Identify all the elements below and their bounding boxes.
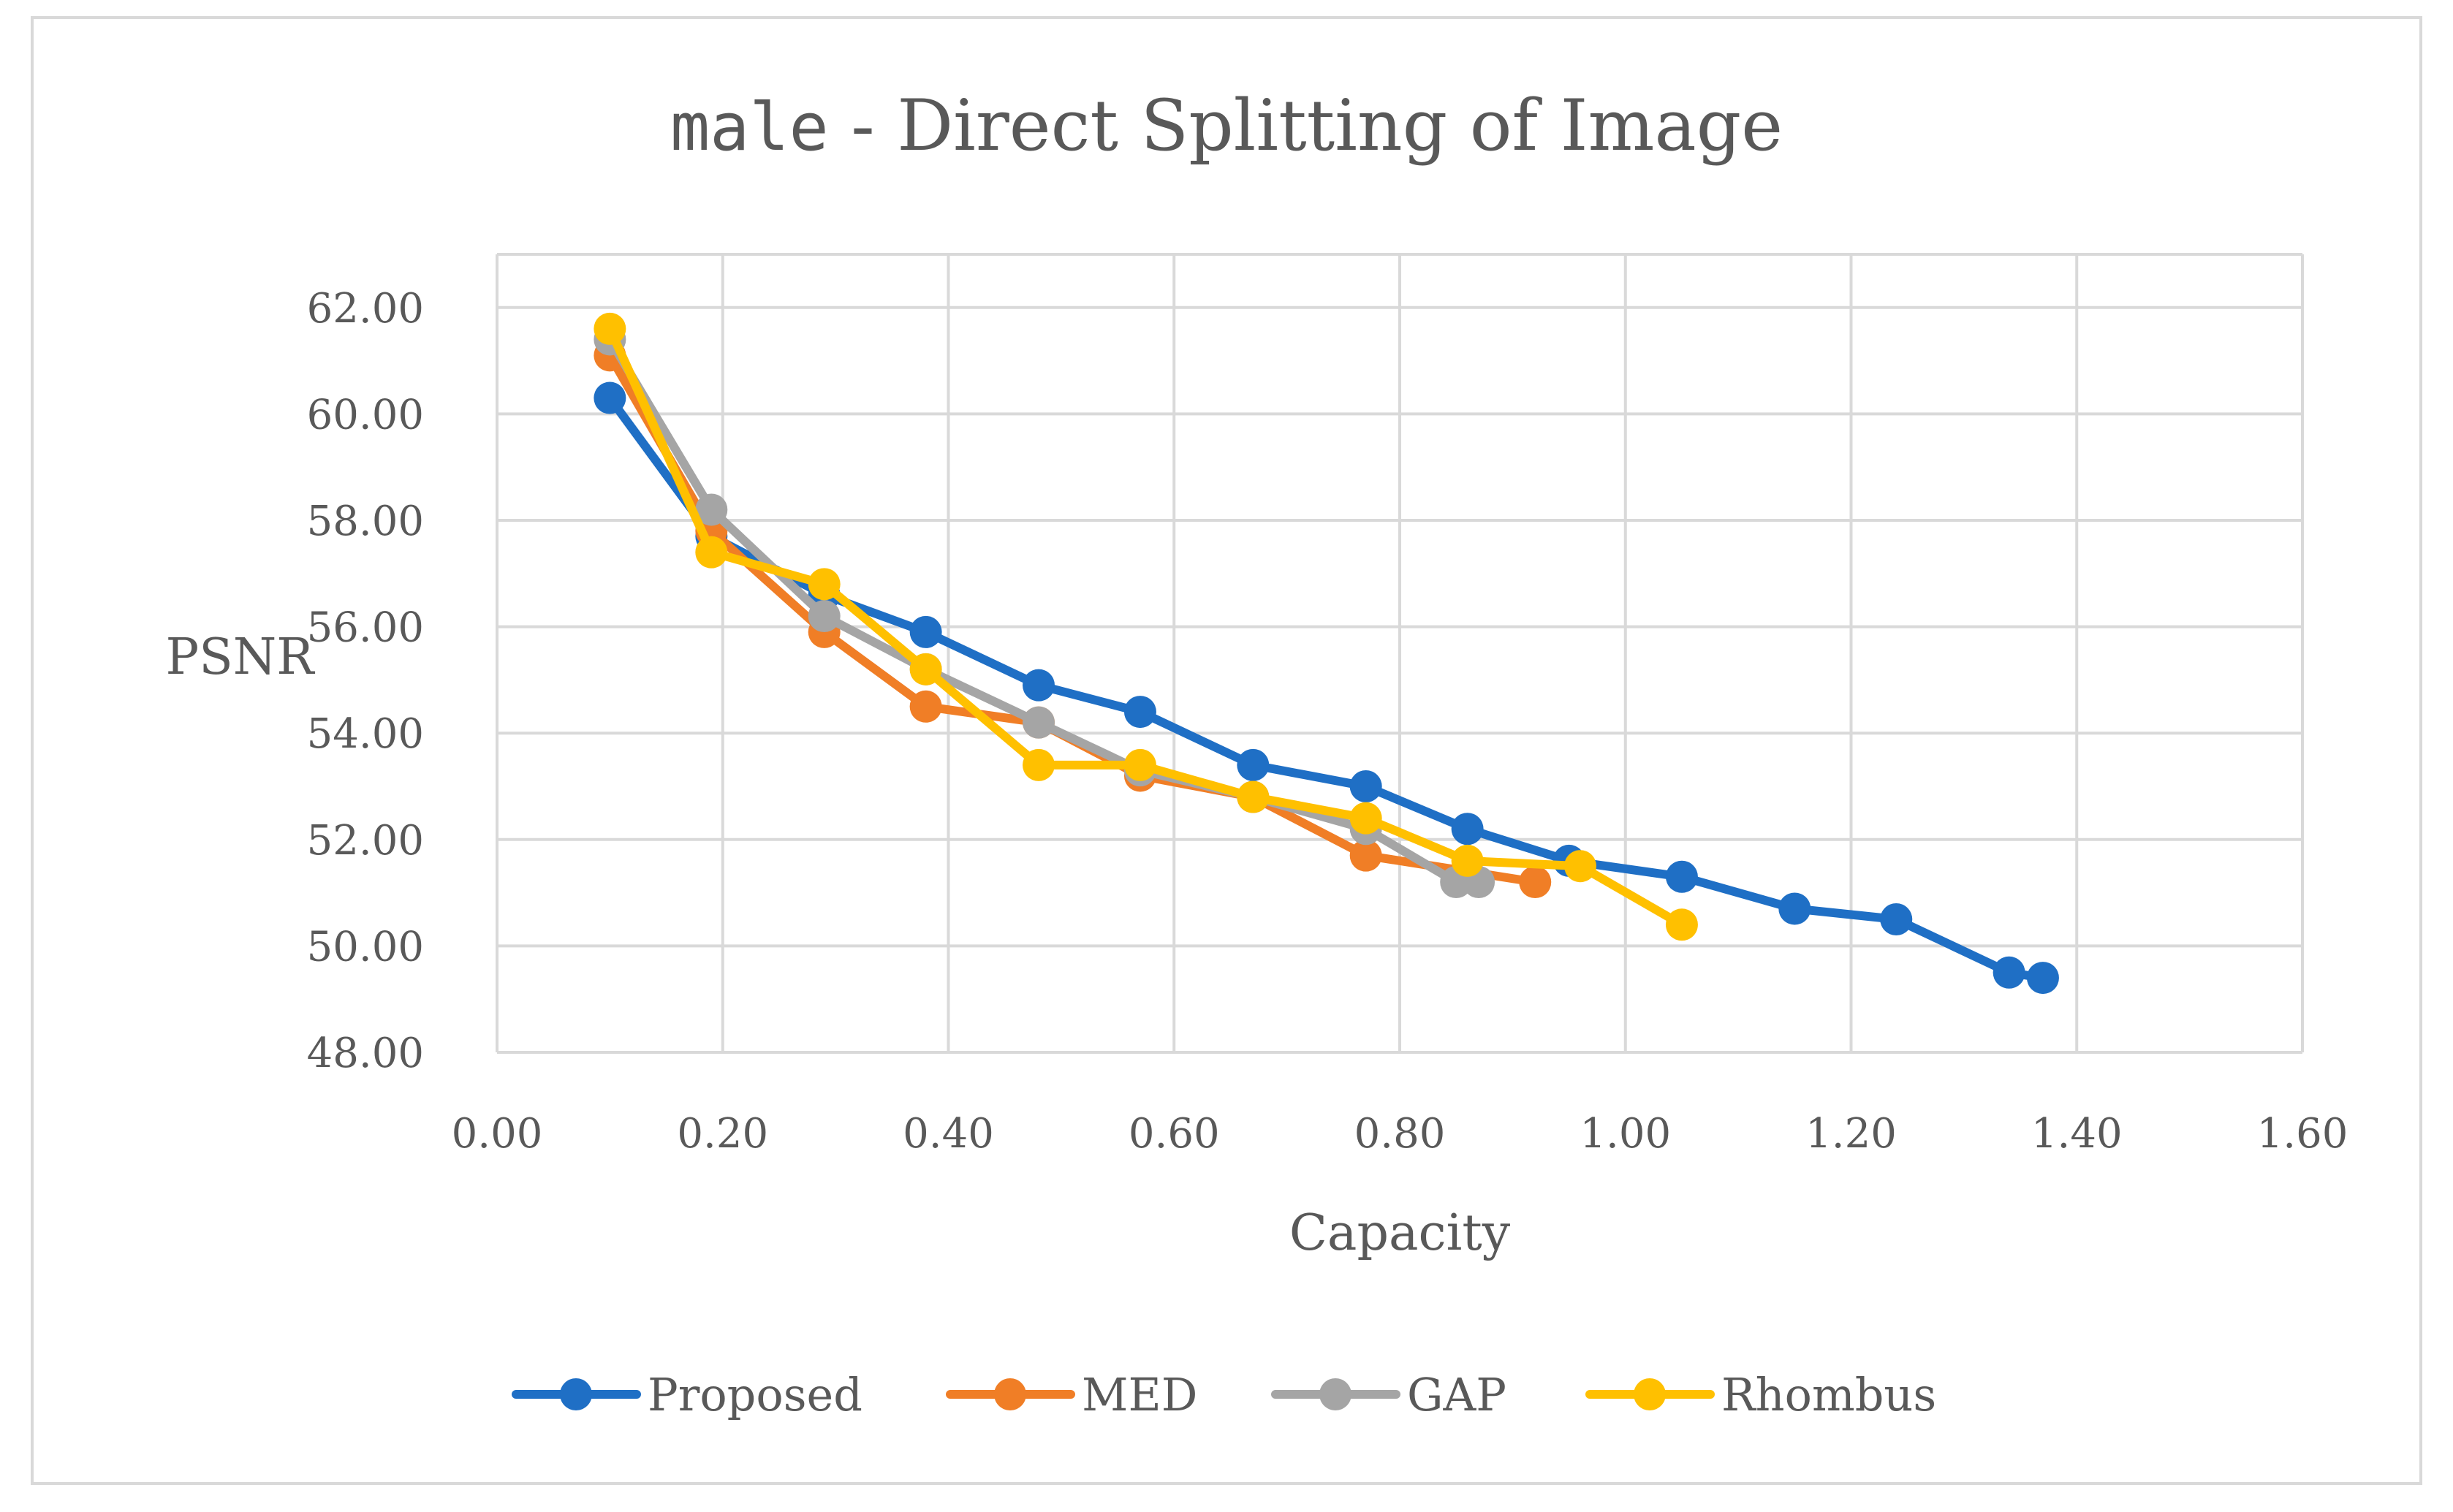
legend-item-rhombus: Rhombus xyxy=(1585,1368,1936,1421)
series-rhombus xyxy=(594,312,1698,941)
y-tick-label: 58.00 xyxy=(307,498,424,545)
y-tick-label: 54.00 xyxy=(307,710,424,758)
y-tick-label: 60.00 xyxy=(307,391,424,438)
legend-item-med: MED xyxy=(946,1368,1197,1421)
legend-item-gap: GAP xyxy=(1271,1368,1506,1421)
y-tick-label: 56.00 xyxy=(307,604,424,652)
axes xyxy=(496,254,2302,1054)
data-point-rhombus xyxy=(1564,850,1596,883)
x-tick-label: 0.20 xyxy=(677,1110,768,1158)
series-line-proposed xyxy=(605,393,2047,983)
data-point-gap xyxy=(1023,706,1055,739)
chart-title: male - Direct Splitting of Image xyxy=(670,85,1783,167)
data-point-rhombus xyxy=(594,312,626,345)
data-point-proposed xyxy=(1880,903,1913,935)
data-point-rhombus xyxy=(1123,748,1156,781)
series-line-gap xyxy=(605,335,1484,887)
x-tick-label: 1.00 xyxy=(1580,1110,1671,1158)
x-tick-label: 0.60 xyxy=(1129,1110,1220,1158)
legend-label: MED xyxy=(1082,1368,1197,1421)
x-tick-labels: 0.00 0.20 0.40 0.60 0.80 1.00 1.20 1.40 1.60 xyxy=(452,1110,2348,1158)
x-tick-label: 0.00 xyxy=(452,1110,543,1158)
y-tick-labels: 48.00 50.00 52.00 54.00 56.00 58.00 60.00 62.00 xyxy=(307,285,424,1077)
legend-label: Proposed xyxy=(648,1368,862,1421)
data-point-proposed xyxy=(1451,813,1484,846)
data-point-proposed xyxy=(1237,748,1270,781)
x-tick-label: 0.80 xyxy=(1354,1110,1446,1158)
y-axis-label: PSNR xyxy=(165,628,315,686)
x-tick-label: 1.40 xyxy=(2031,1110,2123,1158)
series-proposed xyxy=(594,381,2059,995)
data-point-rhombus xyxy=(695,536,728,569)
data-point-med xyxy=(909,690,942,723)
legend-label: GAP xyxy=(1407,1368,1506,1421)
x-tick-label: 1.60 xyxy=(2257,1110,2348,1158)
legend-swatch-marker xyxy=(1634,1378,1666,1410)
chart-title-mono: male xyxy=(670,89,829,166)
data-point-rhombus xyxy=(1451,844,1484,877)
x-tick-label: 1.20 xyxy=(1805,1110,1897,1158)
legend-swatch-marker xyxy=(1319,1378,1351,1410)
data-point-proposed xyxy=(1123,696,1156,729)
legend: Proposed MED GAP Rhombus xyxy=(512,1368,1936,1421)
data-point-med xyxy=(1349,839,1382,872)
legend-swatch-marker xyxy=(994,1378,1026,1410)
chart-title-rest: - Direct Splitting of Image xyxy=(829,85,1783,167)
x-axis-label: Capacity xyxy=(1289,1204,1511,1262)
data-point-gap xyxy=(808,600,841,633)
legend-swatch-marker xyxy=(560,1378,592,1410)
data-point-med xyxy=(1519,866,1552,899)
data-point-gap xyxy=(695,493,728,526)
data-point-proposed xyxy=(1778,892,1811,925)
series-med xyxy=(594,339,1552,899)
series-layer xyxy=(594,312,2059,995)
x-tick-label: 0.40 xyxy=(903,1110,994,1158)
data-point-proposed xyxy=(909,615,942,648)
data-point-rhombus xyxy=(1023,748,1055,781)
data-point-proposed xyxy=(2026,962,2059,995)
data-point-rhombus xyxy=(1665,908,1698,941)
data-point-proposed xyxy=(1993,956,2025,989)
legend-item-proposed: Proposed xyxy=(512,1368,862,1421)
gridlines xyxy=(497,253,2304,1052)
y-tick-label: 62.00 xyxy=(307,285,424,333)
y-tick-label: 48.00 xyxy=(307,1030,424,1077)
data-point-rhombus xyxy=(1349,802,1382,835)
y-tick-label: 50.00 xyxy=(307,923,424,970)
data-point-proposed xyxy=(1023,669,1055,702)
data-point-proposed xyxy=(1349,770,1382,802)
data-point-proposed xyxy=(594,381,626,414)
legend-label: Rhombus xyxy=(1721,1368,1936,1421)
y-tick-label: 52.00 xyxy=(307,817,424,865)
data-point-rhombus xyxy=(808,568,841,601)
data-point-rhombus xyxy=(909,653,942,685)
data-point-rhombus xyxy=(1237,780,1270,813)
data-point-proposed xyxy=(1665,860,1698,893)
